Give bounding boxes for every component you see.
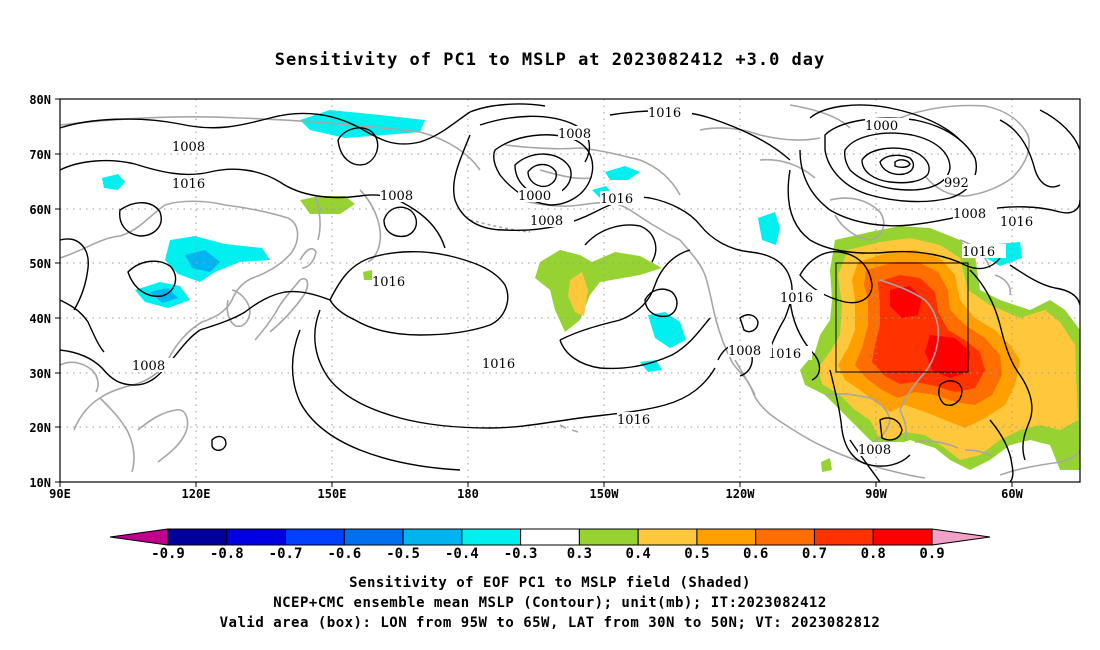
colorbar-bin — [343, 528, 404, 546]
colorbar-low-end — [109, 528, 169, 546]
negative-shading — [165, 236, 270, 282]
colorbar-label: -0.6 — [327, 546, 361, 562]
negative-shading — [758, 212, 780, 245]
colorbar-high-end — [931, 528, 991, 546]
caption-line: NCEP+CMC ensemble mean MSLP (Contour); u… — [273, 595, 827, 611]
contour-label: 1008 — [132, 359, 165, 374]
colorbar-label: -0.4 — [445, 546, 479, 562]
contour-label: 1016 — [617, 413, 650, 428]
colorbar-label: 0.3 — [567, 546, 592, 562]
lon-axis: 90E 120E 150E 180 150W 120W 90W 60W — [49, 482, 1024, 501]
positive-shading — [568, 272, 588, 316]
lat-tick-label: 40N — [29, 312, 51, 326]
colorbar-label: -0.7 — [269, 546, 303, 562]
grid-lines — [60, 99, 1080, 482]
lat-tick-label: 70N — [29, 148, 51, 162]
lat-axis: 80N 70N 60N 50N 40N 30N 20N 10N — [29, 93, 60, 490]
contour-label: 1008 — [858, 443, 891, 458]
chart-title: Sensitivity of PC1 to MSLP at 2023082412… — [274, 50, 826, 70]
negative-shading — [648, 312, 686, 348]
caption-line: Sensitivity of EOF PC1 to MSLP field (Sh… — [349, 575, 751, 591]
contour-label: 1016 — [600, 192, 633, 207]
contour-label: 992 — [944, 176, 969, 191]
caption-line: Valid area (box): LON from 95W to 65W, L… — [219, 615, 881, 631]
lat-tick-label: 80N — [29, 93, 51, 107]
valid-area-box — [835, 262, 969, 373]
negative-shading — [640, 360, 662, 372]
contour-label: 1000 — [865, 119, 898, 134]
caption-block: Sensitivity of EOF PC1 to MSLP field (Sh… — [0, 573, 1100, 633]
colorbar-label: 0.6 — [743, 546, 768, 562]
contour-label: 1000 — [518, 189, 551, 204]
colorbar-bin — [285, 528, 345, 546]
lat-tick-label: 60N — [29, 203, 51, 217]
contour-label: 1016 — [962, 245, 995, 260]
colorbar: -0.9 -0.8 -0.7 -0.6 -0.5 -0.4 -0.3 0.3 0.4 0.5 0.6… — [109, 528, 991, 562]
contour-label: 1016 — [648, 106, 681, 121]
contour-label: 1008 — [558, 127, 591, 142]
lon-tick-label: 180 — [457, 487, 479, 501]
colorbar-bin — [813, 528, 874, 546]
lon-tick-label: 90E — [49, 487, 71, 501]
contour-labels: 1008 1016 1008 1016 1008 1008 1016 1000 … — [132, 105, 1044, 458]
contour-label: 1016 — [482, 357, 515, 372]
colorbar-bin — [755, 528, 815, 546]
colorbar-label: -0.5 — [386, 546, 420, 562]
colorbar-bin — [637, 528, 698, 546]
mslp-contours — [60, 103, 1080, 482]
colorbar-bin — [167, 528, 228, 546]
negative-shading — [102, 174, 125, 190]
colorbar-bin — [578, 528, 639, 546]
colorbar-bin — [461, 528, 522, 546]
lon-tick-label: 120E — [182, 487, 211, 501]
positive-shading — [535, 250, 662, 332]
contour-label: 1008 — [953, 207, 986, 222]
contour-label: 1016 — [780, 291, 813, 306]
colorbar-label: -0.9 — [151, 546, 185, 562]
colorbar-label: -0.8 — [210, 546, 244, 562]
lon-tick-label: 120W — [726, 487, 756, 501]
plot-frame — [59, 98, 1081, 483]
colorbar-label: 0.5 — [684, 546, 709, 562]
contour-label: 1008 — [530, 214, 563, 229]
colorbar-label: 0.9 — [919, 546, 944, 562]
colorbar-label: 0.7 — [802, 546, 827, 562]
colorbar-bin — [520, 528, 580, 546]
lon-tick-label: 60W — [1001, 487, 1023, 501]
colorbar-label: 0.4 — [626, 546, 651, 562]
positive-shading — [821, 458, 832, 472]
contour-label: 1008 — [728, 344, 761, 359]
lat-tick-label: 10N — [29, 476, 51, 490]
contour-label: 1016 — [768, 347, 801, 362]
lat-tick-label: 50N — [29, 257, 51, 271]
colorbar-bin — [872, 528, 933, 546]
colorbar-bin — [226, 528, 287, 546]
contour-label: 1016 — [172, 177, 205, 192]
negative-shading — [605, 166, 640, 180]
contour-label: 1016 — [1000, 215, 1033, 230]
contour-label: 1008 — [172, 140, 205, 155]
colorbar-label: 0.8 — [861, 546, 886, 562]
negative-shading — [185, 250, 220, 272]
lat-tick-label: 20N — [29, 421, 51, 435]
colorbar-bin — [402, 528, 463, 546]
contour-label: 1016 — [372, 275, 405, 290]
lon-tick-label: 150W — [590, 487, 620, 501]
lat-tick-label: 30N — [29, 367, 51, 381]
colorbar-bin — [696, 528, 757, 546]
lon-tick-label: 150E — [318, 487, 347, 501]
lon-tick-label: 90W — [865, 487, 887, 501]
contour-label: 1008 — [380, 189, 413, 204]
positive-shading — [363, 270, 373, 280]
colorbar-label: -0.3 — [504, 546, 538, 562]
